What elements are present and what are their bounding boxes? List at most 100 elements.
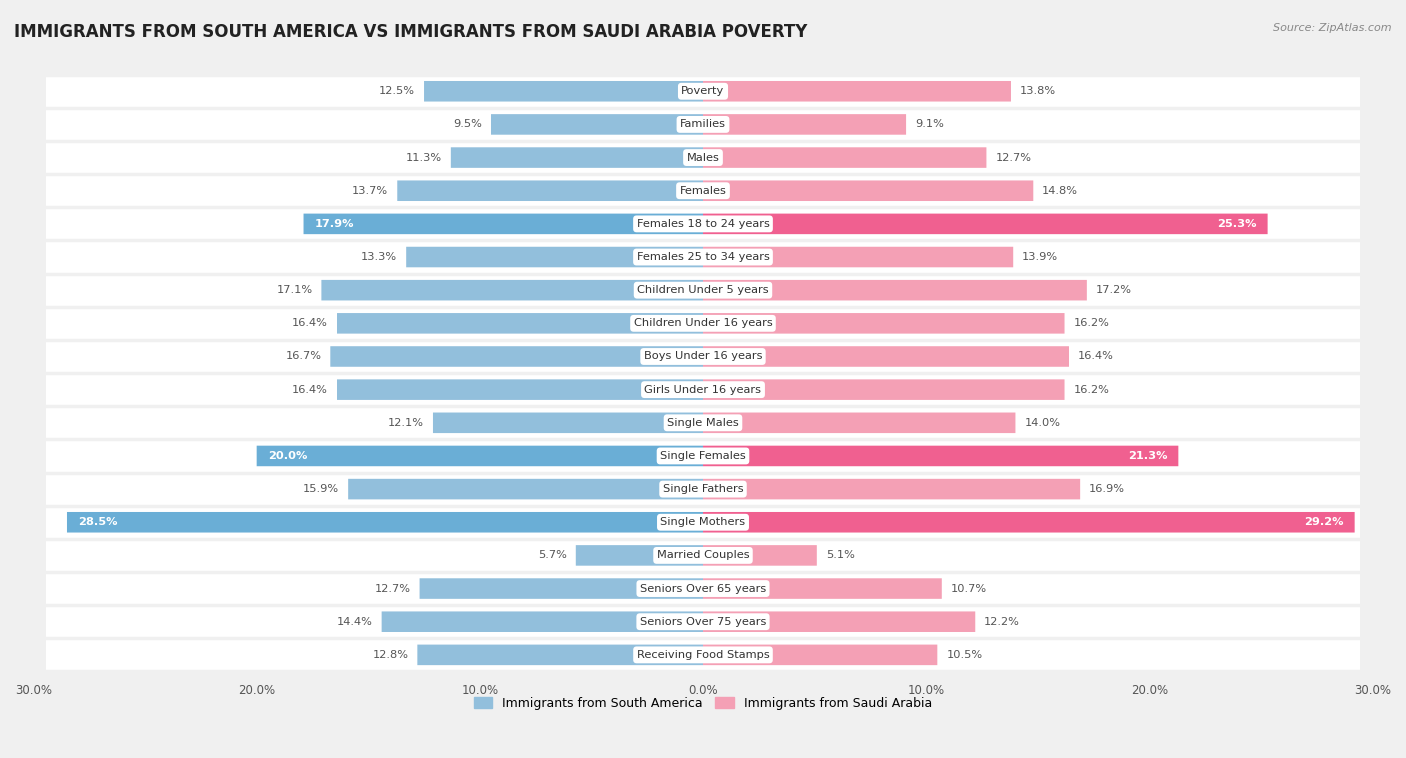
Text: Females 25 to 34 years: Females 25 to 34 years xyxy=(637,252,769,262)
FancyBboxPatch shape xyxy=(46,140,1360,175)
FancyBboxPatch shape xyxy=(703,479,1080,500)
Text: 17.2%: 17.2% xyxy=(1095,285,1132,295)
FancyBboxPatch shape xyxy=(46,439,1360,473)
FancyBboxPatch shape xyxy=(337,379,703,400)
Text: 25.3%: 25.3% xyxy=(1218,219,1257,229)
Text: 12.7%: 12.7% xyxy=(995,152,1032,162)
Text: 12.1%: 12.1% xyxy=(388,418,425,428)
Text: 15.9%: 15.9% xyxy=(304,484,339,494)
Text: 12.5%: 12.5% xyxy=(380,86,415,96)
Text: 11.3%: 11.3% xyxy=(406,152,441,162)
Text: 14.8%: 14.8% xyxy=(1042,186,1078,196)
Text: 16.4%: 16.4% xyxy=(292,384,328,395)
FancyBboxPatch shape xyxy=(330,346,703,367)
Text: 13.7%: 13.7% xyxy=(353,186,388,196)
Text: 12.2%: 12.2% xyxy=(984,617,1021,627)
FancyBboxPatch shape xyxy=(46,406,1360,440)
FancyBboxPatch shape xyxy=(257,446,703,466)
FancyBboxPatch shape xyxy=(46,505,1360,540)
FancyBboxPatch shape xyxy=(46,572,1360,606)
FancyBboxPatch shape xyxy=(703,114,905,135)
FancyBboxPatch shape xyxy=(322,280,703,300)
Text: 5.1%: 5.1% xyxy=(825,550,855,560)
Text: Children Under 16 years: Children Under 16 years xyxy=(634,318,772,328)
FancyBboxPatch shape xyxy=(419,578,703,599)
Text: Children Under 5 years: Children Under 5 years xyxy=(637,285,769,295)
FancyBboxPatch shape xyxy=(46,240,1360,274)
Text: Females 18 to 24 years: Females 18 to 24 years xyxy=(637,219,769,229)
Text: 16.9%: 16.9% xyxy=(1090,484,1125,494)
Text: Families: Families xyxy=(681,120,725,130)
FancyBboxPatch shape xyxy=(46,372,1360,407)
Text: 13.9%: 13.9% xyxy=(1022,252,1059,262)
FancyBboxPatch shape xyxy=(46,74,1360,108)
FancyBboxPatch shape xyxy=(46,273,1360,308)
Text: Poverty: Poverty xyxy=(682,86,724,96)
Text: 20.0%: 20.0% xyxy=(267,451,307,461)
FancyBboxPatch shape xyxy=(703,247,1014,268)
FancyBboxPatch shape xyxy=(703,214,1268,234)
FancyBboxPatch shape xyxy=(703,644,938,665)
Text: Single Fathers: Single Fathers xyxy=(662,484,744,494)
Text: 13.8%: 13.8% xyxy=(1019,86,1056,96)
Text: 5.7%: 5.7% xyxy=(538,550,567,560)
Text: 14.0%: 14.0% xyxy=(1025,418,1060,428)
FancyBboxPatch shape xyxy=(433,412,703,433)
FancyBboxPatch shape xyxy=(451,147,703,168)
FancyBboxPatch shape xyxy=(46,107,1360,142)
Text: 16.7%: 16.7% xyxy=(285,352,322,362)
FancyBboxPatch shape xyxy=(703,446,1178,466)
FancyBboxPatch shape xyxy=(703,545,817,565)
Text: 16.4%: 16.4% xyxy=(1078,352,1114,362)
Text: Seniors Over 75 years: Seniors Over 75 years xyxy=(640,617,766,627)
Text: Females: Females xyxy=(679,186,727,196)
Text: 16.2%: 16.2% xyxy=(1073,318,1109,328)
Text: Receiving Food Stamps: Receiving Food Stamps xyxy=(637,650,769,660)
FancyBboxPatch shape xyxy=(703,379,1064,400)
FancyBboxPatch shape xyxy=(406,247,703,268)
Text: 21.3%: 21.3% xyxy=(1128,451,1167,461)
Text: Single Females: Single Females xyxy=(661,451,745,461)
FancyBboxPatch shape xyxy=(703,81,1011,102)
FancyBboxPatch shape xyxy=(425,81,703,102)
FancyBboxPatch shape xyxy=(337,313,703,334)
Text: Single Males: Single Males xyxy=(666,418,740,428)
FancyBboxPatch shape xyxy=(703,180,1033,201)
Text: IMMIGRANTS FROM SOUTH AMERICA VS IMMIGRANTS FROM SAUDI ARABIA POVERTY: IMMIGRANTS FROM SOUTH AMERICA VS IMMIGRA… xyxy=(14,23,807,41)
FancyBboxPatch shape xyxy=(703,412,1015,433)
Text: 16.4%: 16.4% xyxy=(292,318,328,328)
Text: 9.5%: 9.5% xyxy=(453,120,482,130)
Text: Single Mothers: Single Mothers xyxy=(661,517,745,528)
FancyBboxPatch shape xyxy=(703,280,1087,300)
Text: 14.4%: 14.4% xyxy=(337,617,373,627)
FancyBboxPatch shape xyxy=(349,479,703,500)
FancyBboxPatch shape xyxy=(304,214,703,234)
Text: 16.2%: 16.2% xyxy=(1073,384,1109,395)
FancyBboxPatch shape xyxy=(398,180,703,201)
Text: Girls Under 16 years: Girls Under 16 years xyxy=(644,384,762,395)
FancyBboxPatch shape xyxy=(67,512,703,533)
FancyBboxPatch shape xyxy=(46,340,1360,374)
Text: 28.5%: 28.5% xyxy=(79,517,118,528)
Text: Boys Under 16 years: Boys Under 16 years xyxy=(644,352,762,362)
Legend: Immigrants from South America, Immigrants from Saudi Arabia: Immigrants from South America, Immigrant… xyxy=(468,691,938,715)
Text: 17.1%: 17.1% xyxy=(277,285,312,295)
Text: 9.1%: 9.1% xyxy=(915,120,943,130)
Text: Married Couples: Married Couples xyxy=(657,550,749,560)
FancyBboxPatch shape xyxy=(46,637,1360,672)
Text: 17.9%: 17.9% xyxy=(315,219,354,229)
Text: 29.2%: 29.2% xyxy=(1303,517,1344,528)
FancyBboxPatch shape xyxy=(703,612,976,632)
Text: Seniors Over 65 years: Seniors Over 65 years xyxy=(640,584,766,594)
Text: 12.8%: 12.8% xyxy=(373,650,408,660)
FancyBboxPatch shape xyxy=(46,174,1360,208)
Text: 10.5%: 10.5% xyxy=(946,650,983,660)
Text: 12.7%: 12.7% xyxy=(374,584,411,594)
FancyBboxPatch shape xyxy=(491,114,703,135)
FancyBboxPatch shape xyxy=(46,306,1360,340)
FancyBboxPatch shape xyxy=(46,538,1360,572)
FancyBboxPatch shape xyxy=(381,612,703,632)
FancyBboxPatch shape xyxy=(703,512,1354,533)
FancyBboxPatch shape xyxy=(46,604,1360,639)
FancyBboxPatch shape xyxy=(46,472,1360,506)
